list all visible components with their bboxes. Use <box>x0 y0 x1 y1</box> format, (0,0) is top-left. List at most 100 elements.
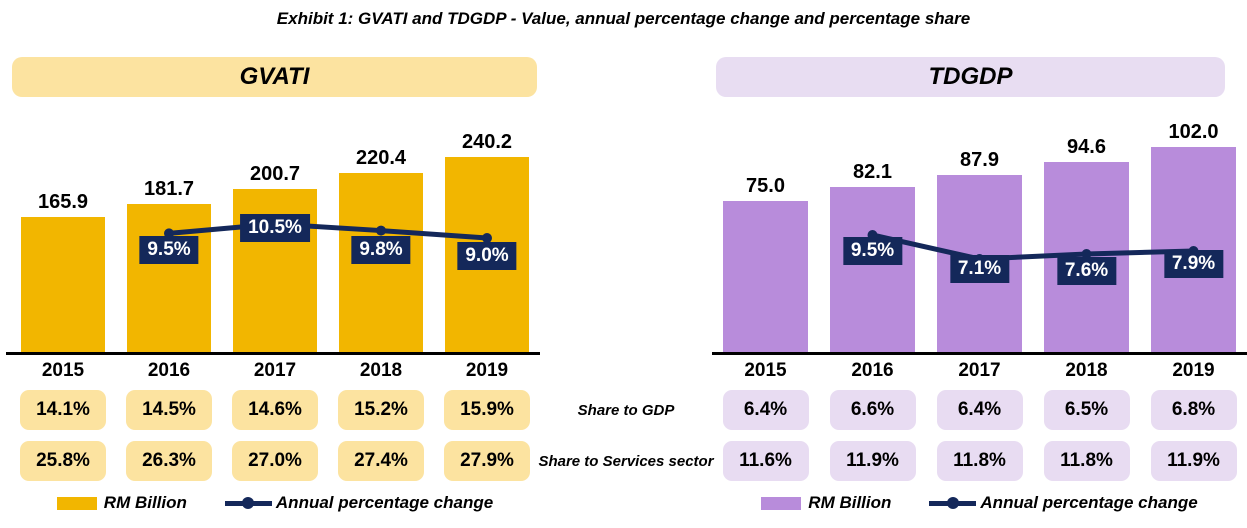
bar-column: 82.1 <box>819 107 926 352</box>
legend-bar-swatch-icon <box>761 496 802 510</box>
pct-change-label: 7.6% <box>1056 257 1117 285</box>
share-gdp-pill: 14.1% <box>20 390 106 430</box>
pill-cell: 26.3% <box>116 441 222 481</box>
legend-line-label: Annual percentage change <box>980 493 1198 512</box>
share-gdp-pill: 6.5% <box>1043 390 1130 430</box>
share-gdp-pill: 14.6% <box>232 390 318 430</box>
pill-cell: 27.9% <box>434 441 540 481</box>
year-label: 2018 <box>1065 360 1108 381</box>
year-label: 2019 <box>465 360 509 381</box>
year-label: 2017 <box>253 360 297 381</box>
share-services-pill: 26.3% <box>126 441 212 481</box>
legend-bar-swatch-icon <box>56 496 97 510</box>
pct-change-label: 9.0% <box>457 242 517 271</box>
share-gdp-pill: 6.4% <box>722 390 809 430</box>
pct-change-label: 10.5% <box>240 214 310 243</box>
share-services-row: 11.6% 11.9% 11.8% 11.8% 11.9% <box>712 441 1247 481</box>
pill-cell: 14.6% <box>222 390 328 430</box>
annual-change-line <box>168 221 488 241</box>
share-gdp-row: 14.1% 14.5% 14.6% 15.2% 15.9% <box>10 390 540 430</box>
share-services-pill: 11.9% <box>1150 441 1237 481</box>
share-services-pill: 11.9% <box>829 441 916 481</box>
pct-change-label: 7.9% <box>1163 250 1224 278</box>
bar <box>20 217 106 352</box>
legend-bar-label: RM Billion <box>103 493 187 512</box>
year-label: 2017 <box>958 360 1001 381</box>
share-gdp-pill: 6.4% <box>936 390 1023 430</box>
share-to-services-label: Share to Services sector <box>538 453 714 470</box>
legend-line-symbol-icon <box>929 497 977 509</box>
pill-cell: 6.4% <box>712 390 819 430</box>
pct-change-label: 9.5% <box>139 236 199 265</box>
bar-value-label: 87.9 <box>960 149 999 172</box>
pill-cell: 14.1% <box>10 390 116 430</box>
bar-value-label: 181.7 <box>143 178 195 201</box>
line-overlay <box>867 230 1199 264</box>
year-label: 2019 <box>1172 360 1215 381</box>
bar-column: 165.9 <box>10 107 116 352</box>
year-label: 2015 <box>41 360 85 381</box>
line-point <box>482 233 492 244</box>
annual-change-line <box>871 232 1194 262</box>
pct-change-label: 9.5% <box>842 237 903 265</box>
pill-cell: 27.4% <box>328 441 434 481</box>
share-services-pill: 11.8% <box>1043 441 1130 481</box>
legend: RM Billion Annual percentage change <box>10 493 540 513</box>
share-gdp-pill: 14.5% <box>126 390 212 430</box>
legend-line-dot-icon <box>946 497 959 509</box>
share-services-pill: 11.6% <box>722 441 809 481</box>
years-row: 2015 2016 2017 2018 2019 <box>712 360 1247 382</box>
pill-cell: 11.6% <box>712 441 819 481</box>
chart-panel-gvati: GVATI 165.9 181.7 200.7 220.4 240.2 9.5% 10.5%… <box>6 57 540 528</box>
pill-cell: 14.5% <box>116 390 222 430</box>
share-services-pill: 11.8% <box>936 441 1023 481</box>
pill-cell: 6.4% <box>926 390 1033 430</box>
line-point <box>376 225 386 236</box>
line-point <box>1081 249 1092 259</box>
share-gdp-pill: 15.2% <box>338 390 424 430</box>
year-label: 2015 <box>744 360 787 381</box>
pill-cell: 11.8% <box>926 441 1033 481</box>
share-to-gdp-label: Share to GDP <box>577 402 675 419</box>
share-services-pill: 25.8% <box>20 441 106 481</box>
pill-cell: 15.2% <box>328 390 434 430</box>
pill-cell: 6.8% <box>1140 390 1247 430</box>
axis-line <box>712 352 1247 355</box>
legend: RM Billion Annual percentage change <box>712 493 1247 513</box>
share-gdp-pill: 15.9% <box>444 390 530 430</box>
share-gdp-pill: 6.8% <box>1150 390 1237 430</box>
line-point <box>164 228 174 239</box>
pct-change-label: 7.1% <box>949 255 1010 283</box>
share-services-pill: 27.4% <box>338 441 424 481</box>
bars-area: 165.9 181.7 200.7 220.4 240.2 9.5% 10.5% 9.8% 9.… <box>10 107 540 352</box>
bar <box>829 186 916 352</box>
chart-panel-tdgdp: TDGDP 75.0 82.1 87.9 94.6 102.0 9.5% 7.1% 7.6% 7… <box>712 57 1247 528</box>
legend-line-symbol-icon <box>224 497 272 509</box>
share-gdp-row: 6.4% 6.6% 6.4% 6.5% 6.8% <box>712 390 1247 430</box>
bar-value-label: 75.0 <box>746 175 785 198</box>
bar-column: 75.0 <box>712 107 819 352</box>
bar-value-label: 94.6 <box>1067 135 1106 158</box>
legend-bar-label: RM Billion <box>808 493 892 512</box>
chart-header-tdgdp: TDGDP <box>716 57 1225 97</box>
share-gdp-pill: 6.6% <box>829 390 916 430</box>
chart-header-gvati: GVATI <box>12 57 537 97</box>
legend-line-label: Annual percentage change <box>275 493 494 512</box>
exhibit-title: Exhibit 1: GVATI and TDGDP - Value, annu… <box>276 9 971 28</box>
share-services-pill: 27.9% <box>444 441 530 481</box>
share-services-pill: 27.0% <box>232 441 318 481</box>
bar <box>722 201 809 352</box>
bar-value-label: 102.0 <box>1168 120 1219 143</box>
legend-line-dot-icon <box>242 497 255 509</box>
pill-cell: 6.5% <box>1033 390 1140 430</box>
bar-value-label: 200.7 <box>249 163 301 186</box>
pill-cell: 6.6% <box>819 390 926 430</box>
bar-value-label: 220.4 <box>355 147 407 170</box>
year-label: 2016 <box>851 360 894 381</box>
year-label: 2018 <box>359 360 403 381</box>
bar-value-label: 165.9 <box>37 191 89 214</box>
bar-value-label: 240.2 <box>461 130 513 153</box>
pill-cell: 11.8% <box>1033 441 1140 481</box>
pct-change-label: 9.8% <box>351 235 411 264</box>
